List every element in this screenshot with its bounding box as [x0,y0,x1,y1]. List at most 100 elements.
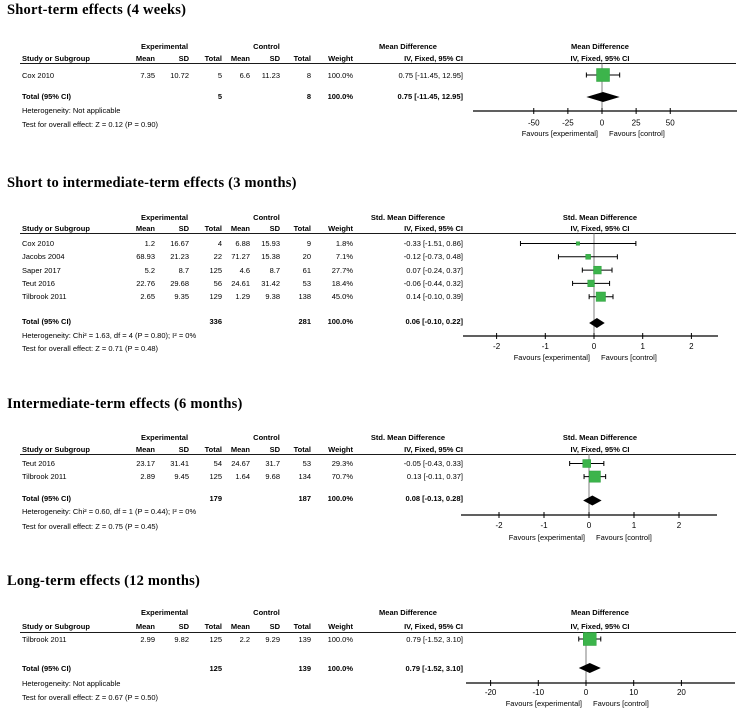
study-row: Teut 2016 23.17 31.41 54 24.67 31.7 53 2… [22,458,463,469]
sd-ctrl: 31.42 [261,278,280,288]
mean-ctrl: 6.6 [239,70,250,80]
total-row: Total (95% CI) 336 281 100.0% 0.06 [-0.1… [22,316,463,327]
mean-ctrl: 4.6 [239,265,250,275]
axis-tick-label: 0 [584,688,589,697]
sd-exp: 10.72 [170,70,189,80]
summary-diamond [586,92,620,102]
axis-tick-label: -10 [533,688,545,697]
summary-diamond [578,663,601,673]
weight: 100.0% [327,70,353,80]
study-weight-square [575,241,580,246]
total-ctrl: 139 [298,635,311,644]
study-row: Tilbrook 2011 2.99 9.82 125 2.2 9.29 139… [22,634,463,645]
weight: 7.1% [335,252,353,262]
total-exp: 125 [209,472,222,481]
effect-ci: 0.13 [-0.11, 0.37] [406,472,463,481]
mean-ctrl: 24.67 [231,459,250,468]
total-row: Total (95% CI) 179 187 100.0% 0.08 [-0.1… [22,493,463,504]
axis-tick-label: 2 [689,342,694,351]
heterogeneity-note: Heterogeneity: Not applicable [22,679,121,688]
group-header-experimental: Experimental [140,608,189,617]
total-ctrl: 9 [306,239,311,248]
sd-exp: 9.35 [174,292,189,302]
axis-tick-label: -1 [542,342,550,351]
table-group-header-row: Experimental Control Mean Difference [22,41,463,52]
plot-effect-header: Std. Mean Difference [562,433,638,442]
col-study: Study or Subgroup [22,54,90,63]
weight: 70.7% [331,472,353,481]
overall-effect-note: Test for overall effect: Z = 0.12 (P = 0… [22,120,159,129]
col-mean-ctrl: Mean [230,622,250,631]
axis-tick-label: -1 [540,521,548,530]
mean-exp: 7.35 [140,70,155,80]
panel-intermediate-term: Intermediate-term effects (6 months) Exp… [0,395,740,572]
total-exp: 5 [217,70,222,80]
sd-exp: 29.68 [170,278,189,288]
col-sd-exp: SD [178,622,189,631]
effect-measure-header: Std. Mean Difference [370,213,446,222]
col-mean-exp: Mean [135,445,155,454]
total-weight: 100.0% [327,494,353,503]
table-group-header-row: Experimental Control Mean Difference [22,607,463,618]
favours-left-label: Favours [experimental] [514,353,590,362]
sd-exp: 21.23 [170,252,189,262]
axis-tick-label: -50 [528,119,540,128]
panel-short-term: Short-term effects (4 weeks) Experimenta… [0,0,740,174]
mean-exp: 23.17 [136,459,155,468]
total-effect-ci: 0.08 [-0.13, 0.28] [405,494,463,503]
total-row: Total (95% CI) 125 139 100.0% 0.79 [-1.5… [22,663,463,674]
effect-ci: 0.75 [-11.45, 12.95] [398,70,464,80]
weight: 45.0% [331,292,353,302]
total-ctrl: 61 [302,265,311,275]
total-ctrl: 53 [302,278,311,288]
study-name: Teut 2016 [22,278,55,288]
weight: 1.8% [335,239,353,248]
col-weight: Weight [328,622,353,631]
col-total-exp: Total [204,224,222,233]
summary-diamond [583,495,602,506]
col-mean-ctrl: Mean [230,224,250,233]
sd-exp: 9.45 [174,472,189,481]
overall-effect-note: Test for overall effect: Z = 0.67 (P = 0… [22,693,159,702]
sd-ctrl: 9.38 [265,292,280,302]
mean-exp: 1.2 [144,239,155,248]
total-exp: 125 [209,265,222,275]
favours-left-label: Favours [experimental] [506,699,582,708]
study-name: Jacobs 2004 [22,252,65,262]
header-divider-line [20,233,736,234]
study-row: Cox 2010 1.2 16.67 4 6.88 15.93 9 1.8% -… [22,238,463,249]
group-header-control: Control [253,608,280,617]
total-ctrl: 20 [302,252,311,262]
col-study: Study or Subgroup [22,445,90,454]
study-row: Tilbrook 2011 2.65 9.35 129 1.29 9.38 13… [22,291,463,302]
total-exp: 179 [209,494,222,503]
total-exp: 4 [217,239,222,248]
study-name: Cox 2010 [22,70,55,80]
mean-exp: 2.99 [140,635,155,644]
panel-title: Intermediate-term effects (6 months) [7,396,243,412]
table-column-header-row: Study or Subgroup Mean SD Total Mean SD … [22,444,463,455]
study-weight-square [596,68,610,82]
effect-ci: -0.05 [-0.43, 0.33] [403,459,463,468]
col-total-ctrl: Total [293,224,311,233]
study-weight-square [587,279,595,288]
mean-ctrl: 2.2 [239,635,250,644]
group-header-control: Control [253,213,280,222]
total-ctrl: 281 [298,317,311,326]
col-total-ctrl: Total [293,445,311,454]
total-exp: 125 [209,664,222,673]
weight: 100.0% [327,635,353,644]
group-header-experimental: Experimental [140,42,189,51]
study-weight-square [595,291,606,302]
col-sd-ctrl: SD [269,622,280,631]
effect-ci: 0.79 [-1.52, 3.10] [406,635,463,644]
sd-ctrl: 9.68 [265,472,280,481]
study-weight-square [593,265,602,275]
weight: 29.3% [331,459,353,468]
effect-ci: -0.33 [-1.51, 0.86] [403,239,463,248]
favours-right-label: Favours [control] [596,533,652,542]
total-ctrl: 134 [298,472,311,481]
total-ctrl: 187 [298,494,311,503]
table-group-header-row: Experimental Control Std. Mean Differenc… [22,432,463,443]
overall-effect-note: Test for overall effect: Z = 0.75 (P = 0… [22,522,159,531]
